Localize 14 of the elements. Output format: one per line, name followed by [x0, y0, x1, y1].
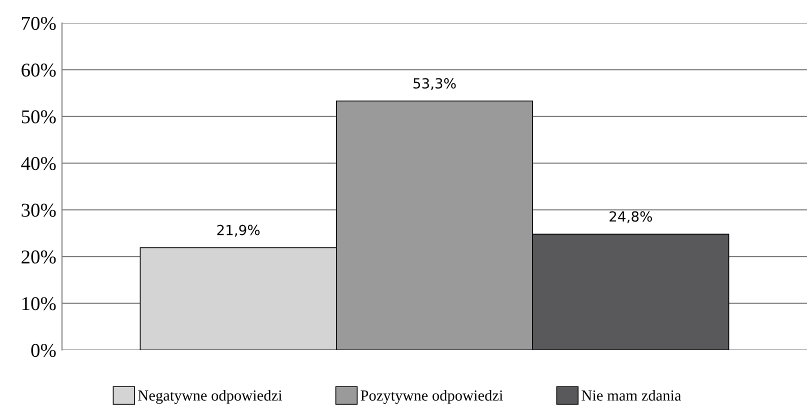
legend-label: Nie mam zdania — [582, 390, 682, 401]
y-tick-label: 70% — [22, 16, 56, 30]
y-tick-label: 30% — [22, 204, 56, 217]
legend-label: Negatywne odpowiedzi — [138, 390, 282, 404]
y-tick-label: 50% — [22, 110, 56, 124]
data-label: 24,8% — [610, 211, 652, 224]
y-tick-label: 40% — [21, 156, 56, 170]
y-tick-label: 20% — [22, 250, 56, 264]
data-label: 21,9% — [217, 224, 260, 237]
y-tick-label: 60% — [22, 64, 56, 77]
legend-label: Pozytywne odpowiedzi — [360, 390, 503, 404]
data-label: 53,3% — [414, 78, 456, 90]
y-tick-label: 10% — [22, 297, 56, 310]
y-tick-label: 0% — [31, 344, 56, 357]
